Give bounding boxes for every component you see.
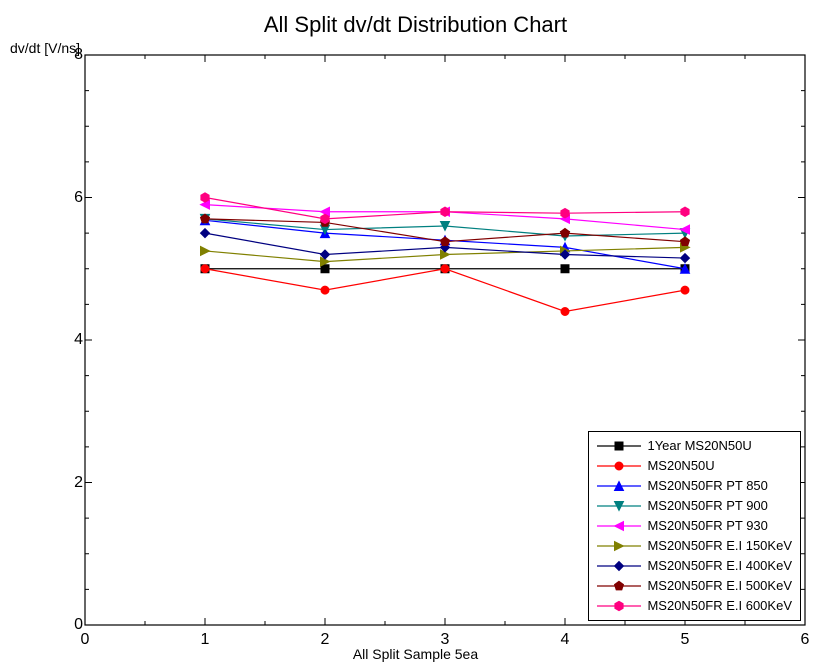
legend-label: MS20N50FR PT 930: [647, 517, 767, 535]
legend-label: MS20N50FR E.I 400KeV: [647, 557, 792, 575]
x-tick-label: 1: [201, 631, 210, 649]
legend-row: MS20N50U: [597, 456, 792, 476]
y-tick-label: 8: [74, 46, 83, 64]
y-tick-label: 6: [74, 189, 83, 207]
legend-marker-icon: [597, 516, 641, 536]
x-tick-label: 3: [441, 631, 450, 649]
legend: 1Year MS20N50U MS20N50U MS20N50FR PT 850 MS…: [588, 431, 801, 621]
legend-marker-icon: [597, 596, 641, 616]
legend-marker-icon: [597, 536, 641, 556]
legend-marker-icon: [597, 436, 641, 456]
legend-label: MS20N50FR PT 900: [647, 497, 767, 515]
legend-row: MS20N50FR PT 850: [597, 476, 792, 496]
legend-row: MS20N50FR E.I 600KeV: [597, 596, 792, 616]
x-tick-label: 2: [321, 631, 330, 649]
legend-row: MS20N50FR PT 930: [597, 516, 792, 536]
y-tick-label: 0: [74, 616, 83, 634]
legend-marker-icon: [597, 556, 641, 576]
x-tick-label: 5: [681, 631, 690, 649]
legend-marker-icon: [597, 456, 641, 476]
legend-label: MS20N50U: [647, 457, 714, 475]
chart-title: All Split dv/dt Distribution Chart: [0, 12, 831, 38]
x-tick-label: 4: [561, 631, 570, 649]
x-axis-label: All Split Sample 5ea: [0, 646, 831, 662]
y-tick-label: 2: [74, 474, 83, 492]
y-axis-label: dv/dt [V/ns]: [10, 40, 80, 56]
legend-row: MS20N50FR E.I 150KeV: [597, 536, 792, 556]
chart-container: All Split dv/dt Distribution Chart dv/dt…: [0, 0, 831, 668]
legend-label: MS20N50FR E.I 500KeV: [647, 577, 792, 595]
legend-label: MS20N50FR E.I 150KeV: [647, 537, 792, 555]
legend-row: MS20N50FR E.I 500KeV: [597, 576, 792, 596]
legend-marker-icon: [597, 476, 641, 496]
legend-marker-icon: [597, 496, 641, 516]
legend-label: MS20N50FR PT 850: [647, 477, 767, 495]
y-tick-label: 4: [74, 331, 83, 349]
legend-row: MS20N50FR PT 900: [597, 496, 792, 516]
legend-row: 1Year MS20N50U: [597, 436, 792, 456]
x-tick-label: 6: [801, 631, 810, 649]
legend-label: MS20N50FR E.I 600KeV: [647, 597, 792, 615]
legend-marker-icon: [597, 576, 641, 596]
legend-row: MS20N50FR E.I 400KeV: [597, 556, 792, 576]
legend-label: 1Year MS20N50U: [647, 437, 751, 455]
